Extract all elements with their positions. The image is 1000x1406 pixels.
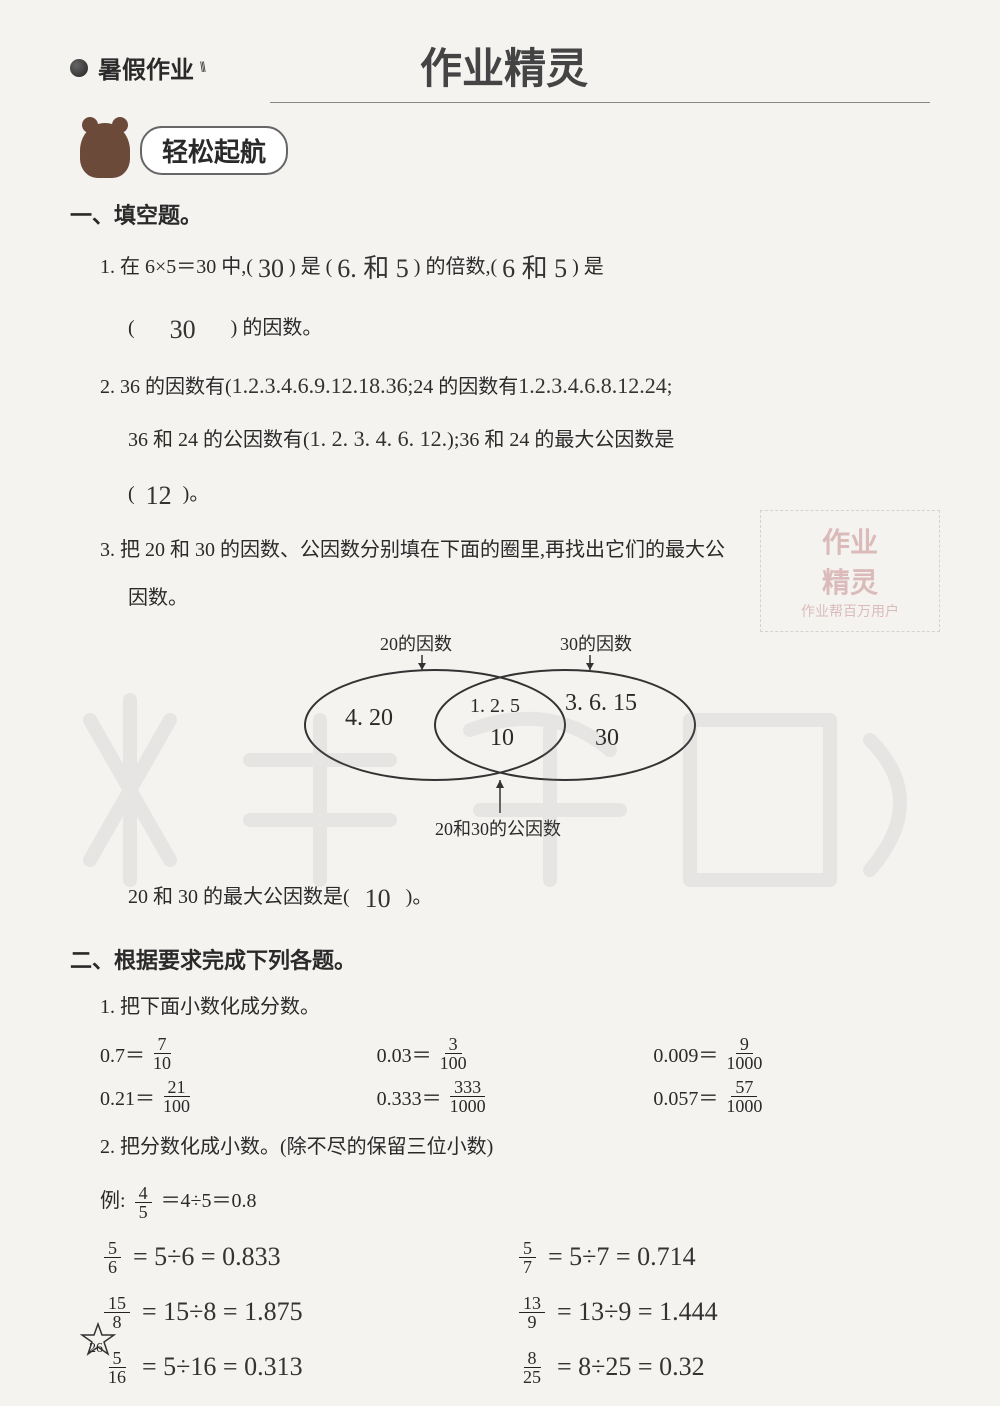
fraction-calc-grid: 56 = 5÷6 = 0.833 57 = 5÷7 = 0.714 158 = … (100, 1239, 930, 1386)
calc-ans: = 5÷6 = 0.833 (133, 1242, 281, 1272)
wm-line2: 精灵 (771, 561, 929, 601)
q1-text: ) 的因数。 (231, 317, 323, 339)
gcf-text: )。 (406, 887, 433, 909)
q2-text: )。 (183, 483, 210, 505)
conv-q: 0.7＝ (100, 1039, 145, 1068)
q1-ans1: 30 (258, 240, 284, 297)
page-number: 26 (80, 1322, 116, 1366)
q3-gcf: 20 和 30 的最大公因数是( 10 )。 (100, 870, 930, 927)
q2-ans2: 1.2.3.4.6.8.12.24 (518, 373, 667, 398)
venn-mid-text2: 10 (490, 725, 514, 752)
gcf-ans: 10 (365, 870, 391, 927)
section2-heading: 二、根据要求完成下列各题。 (70, 943, 930, 975)
venn-left-text: 4. 20 (345, 705, 393, 732)
conv-item: 0.21＝ 21100 (100, 1078, 377, 1115)
conv-q: 0.057＝ (653, 1082, 718, 1111)
venn-label-left: 20的因数 (380, 630, 452, 656)
calc-item: 158 = 15÷8 = 1.875 (100, 1294, 515, 1331)
q2-text: ( (128, 483, 135, 505)
q2-text: ;24 的因数有 (408, 376, 519, 398)
conv-q: 0.333＝ (377, 1082, 442, 1111)
calc-ans: = 15÷8 = 1.875 (142, 1297, 303, 1327)
q2-text: );36 和 24 的最大公因数是 (447, 429, 674, 451)
conv-q: 0.009＝ (653, 1039, 718, 1068)
star-icon: 26 (80, 1332, 116, 1365)
conv-row-1: 0.7＝ 710 0.03＝ 3100 0.009＝ 91000 (100, 1035, 930, 1072)
page-header: 暑假作业 \\\ 作业精灵 (70, 50, 930, 85)
handwritten-title: 作业精灵 (420, 35, 588, 96)
wm-line1: 作业 (771, 521, 929, 561)
q1-text: ) 是 ( (289, 256, 332, 278)
ans-fraction: 21100 (159, 1078, 194, 1115)
bear-icon (80, 123, 130, 178)
example-fraction: 45 (135, 1184, 152, 1221)
conv-q: 0.21＝ (100, 1082, 155, 1111)
stripes-icon: \\\ (199, 59, 203, 77)
ans-fraction: 91000 (722, 1035, 766, 1072)
calc-item: 516 = 5÷16 = 0.313 (100, 1349, 515, 1386)
calc-ans: = 5÷16 = 0.313 (142, 1352, 303, 1382)
q2-ans1: 1.2.3.4.6.9.12.18.36 (232, 373, 408, 398)
q2-ans4: 12 (146, 467, 172, 524)
venn-diagram: 20的因数 30的因数 4. 20 1. 2. 5 10 3. 6. 15 30… (290, 630, 850, 860)
conv-item: 0.333＝ 3331000 (377, 1078, 654, 1115)
q1-ans4: 30 (170, 301, 196, 358)
venn-mid-text: 1. 2. 5 (470, 695, 520, 718)
conv-q: 0.03＝ (377, 1039, 432, 1068)
q1-ans3: 6 和 5 (502, 240, 567, 297)
question-1: 1. 在 6×5＝30 中,( 30 ) 是 ( 6. 和 5 ) 的倍数,( … (100, 240, 930, 358)
wm-line3: 作业帮百万用户 (771, 601, 929, 621)
section1-heading: 一、填空题。 (70, 198, 930, 230)
calc-fraction: 139 (519, 1294, 545, 1331)
calc-fraction: 56 (104, 1239, 121, 1276)
calc-item: 825 = 8÷25 = 0.32 (515, 1349, 930, 1386)
calc-fraction: 825 (519, 1349, 545, 1386)
conv-item: 0.057＝ 571000 (653, 1078, 930, 1115)
calc-ans: = 13÷9 = 1.444 (557, 1297, 718, 1327)
q1-text: ) 的倍数,( (414, 256, 497, 278)
calc-item: 57 = 5÷7 = 0.714 (515, 1239, 930, 1276)
q2-ans3: 1. 2. 3. 4. 6. 12. (310, 426, 448, 451)
example-label: 例: (100, 1190, 126, 1212)
calc-ans: = 5÷7 = 0.714 (548, 1242, 696, 1272)
question-2: 2. 36 的因数有(1.2.3.4.6.9.12.18.36;24 的因数有1… (100, 362, 930, 524)
gcf-text: 20 和 30 的最大公因数是( (128, 887, 350, 909)
ans-fraction: 710 (149, 1035, 175, 1072)
example-row: 例: 45 ＝4÷5＝0.8 (100, 1184, 930, 1221)
sub1-title: 1. 把下面小数化成分数。 (100, 985, 930, 1029)
venn-right-text: 3. 6. 15 (565, 690, 637, 717)
calc-ans: = 8÷25 = 0.32 (557, 1352, 705, 1382)
ans-fraction: 3331000 (446, 1078, 490, 1115)
calc-item: 139 = 13÷9 = 1.444 (515, 1294, 930, 1331)
sub2-title: 2. 把分数化成小数。(除不尽的保留三位小数) (100, 1125, 930, 1169)
calc-item: 56 = 5÷6 = 0.833 (100, 1239, 515, 1276)
venn-right-text2: 30 (595, 725, 619, 752)
q1-text: ( (128, 317, 135, 339)
section-badge: 轻松起航 (80, 123, 930, 178)
bullet-icon (70, 59, 88, 77)
header-underline (270, 102, 930, 103)
q1-text: ) 是 (572, 256, 604, 278)
ans-fraction: 3100 (436, 1035, 471, 1072)
venn-label-right: 30的因数 (560, 630, 632, 656)
conv-item: 0.03＝ 3100 (377, 1035, 654, 1072)
conv-row-2: 0.21＝ 21100 0.333＝ 3331000 0.057＝ 571000 (100, 1078, 930, 1115)
conv-item: 0.7＝ 710 (100, 1035, 377, 1072)
q2-text: ; (667, 376, 673, 398)
calc-fraction: 57 (519, 1239, 536, 1276)
venn-label-bottom: 20和30的公因数 (435, 815, 561, 841)
example-rest: ＝4÷5＝0.8 (161, 1190, 257, 1212)
watermark-box: 作业 精灵 作业帮百万用户 (760, 510, 940, 632)
page-number-text: 26 (89, 1341, 103, 1357)
badge-text: 轻松起航 (140, 126, 288, 175)
book-title: 暑假作业 (98, 50, 194, 85)
conv-item: 0.009＝ 91000 (653, 1035, 930, 1072)
q2-text: 2. 36 的因数有( (100, 376, 232, 398)
q1-ans2: 6. 和 5 (337, 240, 409, 297)
q1-text: 1. 在 6×5＝30 中,( (100, 256, 253, 278)
q2-text: 36 和 24 的公因数有( (128, 429, 310, 451)
ans-fraction: 571000 (722, 1078, 766, 1115)
